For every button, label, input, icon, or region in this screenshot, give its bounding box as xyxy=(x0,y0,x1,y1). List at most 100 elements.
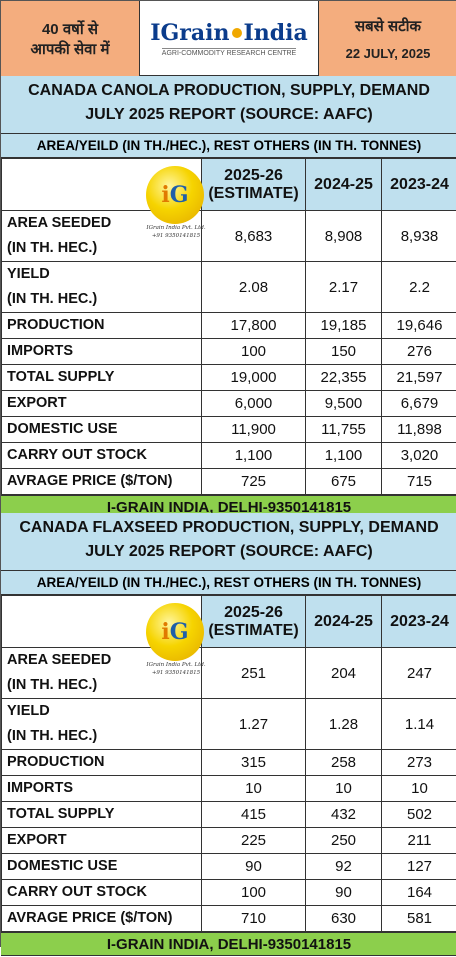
logo-letter-i: i xyxy=(161,619,169,645)
row-label-line2: (IN TH. HEC.) xyxy=(7,287,201,312)
canola-value-cell: 276 xyxy=(382,339,456,365)
brand-name-part2: India xyxy=(244,20,308,46)
canola-row-label: IMPORTS xyxy=(2,339,202,365)
canola-table: 2025-26 (ESTIMATE) 2024-25 2023-24 AREA … xyxy=(1,158,456,495)
canola-row-label: TOTAL SUPPLY xyxy=(2,365,202,391)
flaxseed-value-cell: 10 xyxy=(382,776,456,802)
logo-letter-g: G xyxy=(170,619,189,645)
flaxseed-value-cell: 1.28 xyxy=(306,699,382,750)
canola-value-cell: 715 xyxy=(382,469,456,495)
canola-col-header: 2024-25 xyxy=(306,159,382,211)
brand-subtitle: AGRI-COMMODITY RESEARCH CENTRE xyxy=(162,48,296,57)
flaxseed-row-label: YIELD(IN TH. HEC.) xyxy=(2,699,202,750)
canola-units-note: AREA/YEILD (IN TH./HEC.), REST OTHERS (I… xyxy=(1,134,456,158)
logo-letter-g: G xyxy=(170,182,189,208)
canola-value-cell: 11,755 xyxy=(306,417,382,443)
flaxseed-value-cell: 225 xyxy=(202,828,306,854)
logo-caption-phone: +91 9350141815 xyxy=(141,233,211,240)
canola-value-cell: 2.17 xyxy=(306,262,382,313)
flaxseed-row-label: EXPORT xyxy=(2,828,202,854)
flaxseed-value-cell: 502 xyxy=(382,802,456,828)
canola-value-cell: 6,000 xyxy=(202,391,306,417)
header-bar: 40 वर्षो से आपकी सेवा में IGrain India A… xyxy=(1,1,456,76)
canola-value-cell: 1,100 xyxy=(306,443,382,469)
logo-letter-i: i xyxy=(161,182,169,208)
row-label-line1: EXPORT xyxy=(7,828,201,853)
row-label-line1: DOMESTIC USE xyxy=(7,417,201,442)
canola-value-cell: 3,020 xyxy=(382,443,456,469)
row-label-line1: EXPORT xyxy=(7,391,201,416)
flaxseed-title-line2: JULY 2025 REPORT (SOURCE: AAFC) xyxy=(1,540,456,564)
header-left-line2: आपकी सेवा में xyxy=(31,39,110,59)
flaxseed-value-cell: 247 xyxy=(382,648,456,699)
row-label-line1: YIELD xyxy=(7,699,201,724)
row-label-line1: TOTAL SUPPLY xyxy=(7,802,201,827)
flaxseed-col-header: 2023-24 xyxy=(382,596,456,648)
flaxseed-title: CANADA FLAXSEED PRODUCTION, SUPPLY, DEMA… xyxy=(1,513,456,571)
header-left-line1: 40 वर्षो से xyxy=(42,19,98,39)
flaxseed-section: CANADA FLAXSEED PRODUCTION, SUPPLY, DEMA… xyxy=(1,513,456,956)
canola-row-label: PRODUCTION xyxy=(2,313,202,339)
row-label-line1: CARRY OUT STOCK xyxy=(7,443,201,468)
row-label-line1: AVRAGE PRICE ($/TON) xyxy=(7,906,201,931)
canola-value-cell: 17,800 xyxy=(202,313,306,339)
row-label-line1: IMPORTS xyxy=(7,776,201,801)
flaxseed-row-label: DOMESTIC USE xyxy=(2,854,202,880)
row-label-line1: PRODUCTION xyxy=(7,313,201,338)
flaxseed-value-cell: 1.14 xyxy=(382,699,456,750)
canola-title: CANADA CANOLA PRODUCTION, SUPPLY, DEMAND… xyxy=(1,76,456,134)
canola-value-cell: 9,500 xyxy=(306,391,382,417)
logo-caption-phone: +91 9350141815 xyxy=(141,670,211,677)
flaxseed-row-label: TOTAL SUPPLY xyxy=(2,802,202,828)
canola-col-header: 2023-24 xyxy=(382,159,456,211)
canola-value-cell: 19,000 xyxy=(202,365,306,391)
canola-value-cell: 11,898 xyxy=(382,417,456,443)
canola-value-cell: 22,355 xyxy=(306,365,382,391)
row-label-line1: CARRY OUT STOCK xyxy=(7,880,201,905)
logo-caption-company: IGrain India Pvt. Ltd. xyxy=(141,225,211,232)
canola-value-cell: 1,100 xyxy=(202,443,306,469)
flaxseed-value-cell: 211 xyxy=(382,828,456,854)
report-date: 22 JULY, 2025 xyxy=(346,46,431,61)
row-label-line1: DOMESTIC USE xyxy=(7,854,201,879)
flaxseed-value-cell: 92 xyxy=(306,854,382,880)
flaxseed-value-cell: 251 xyxy=(202,648,306,699)
canola-value-cell: 8,908 xyxy=(306,211,382,262)
flaxseed-value-cell: 581 xyxy=(382,906,456,932)
flaxseed-footer: I-GRAIN INDIA, DELHI-9350141815 xyxy=(1,932,456,956)
flaxseed-units-note: AREA/YEILD (IN TH./HEC.), REST OTHERS (I… xyxy=(1,571,456,595)
flaxseed-col-header: 2025-26 (ESTIMATE) xyxy=(202,596,306,648)
flaxseed-value-cell: 90 xyxy=(202,854,306,880)
flaxseed-value-cell: 630 xyxy=(306,906,382,932)
flaxseed-value-cell: 10 xyxy=(306,776,382,802)
flaxseed-row-label: AVRAGE PRICE ($/TON) xyxy=(2,906,202,932)
canola-row-label: CARRY OUT STOCK xyxy=(2,443,202,469)
canola-row-label: EXPORT xyxy=(2,391,202,417)
row-label-line1: PRODUCTION xyxy=(7,750,201,775)
flaxseed-col-header: 2024-25 xyxy=(306,596,382,648)
flaxseed-value-cell: 10 xyxy=(202,776,306,802)
row-label-line1: IMPORTS xyxy=(7,339,201,364)
canola-row-label: YIELD(IN TH. HEC.) xyxy=(2,262,202,313)
flaxseed-value-cell: 315 xyxy=(202,750,306,776)
flaxseed-value-cell: 250 xyxy=(306,828,382,854)
canola-value-cell: 8,683 xyxy=(202,211,306,262)
canola-value-cell: 100 xyxy=(202,339,306,365)
flaxseed-value-cell: 90 xyxy=(306,880,382,906)
canola-value-cell: 2.2 xyxy=(382,262,456,313)
canola-col-header: 2025-26 (ESTIMATE) xyxy=(202,159,306,211)
